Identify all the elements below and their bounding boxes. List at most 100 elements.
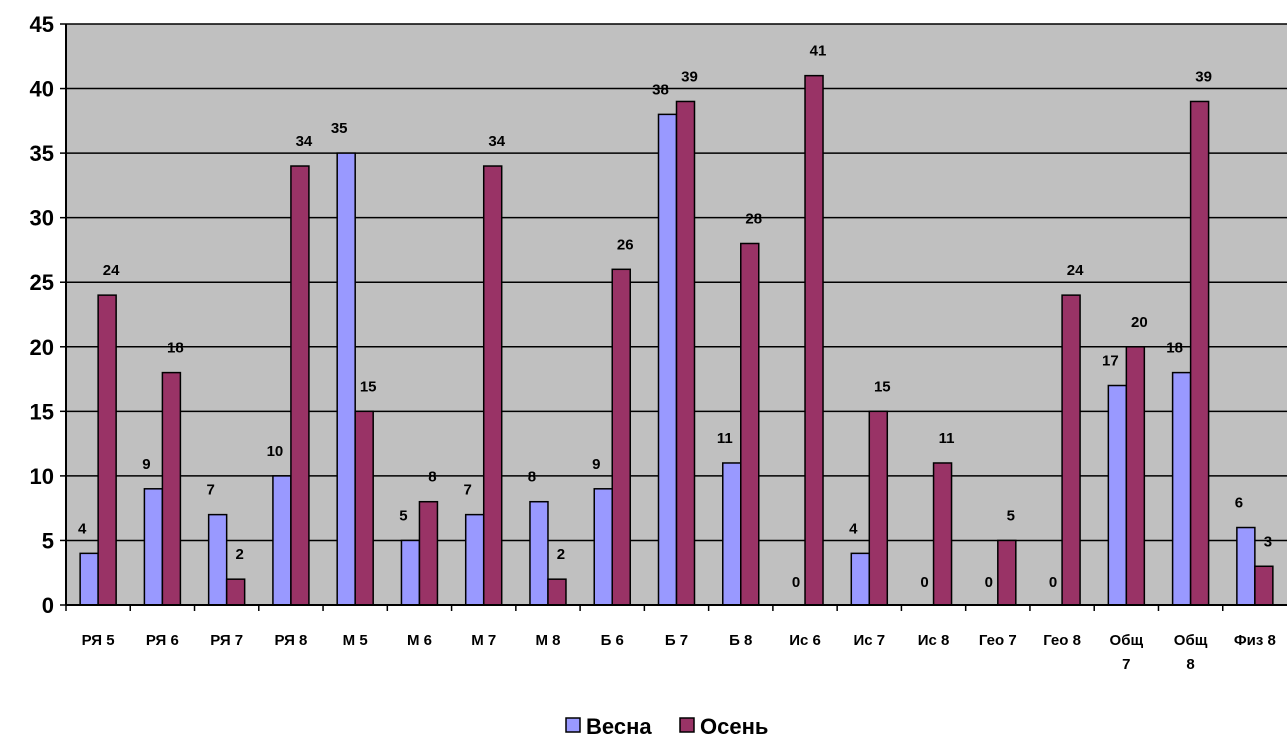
bar-autumn <box>1061 294 1081 606</box>
data-label: 7 <box>464 482 472 499</box>
data-label: 15 <box>360 378 377 395</box>
data-label: 5 <box>399 507 407 524</box>
x-tick-label: Ис 6 <box>789 632 821 649</box>
x-tick-label: 7 <box>1122 656 1130 673</box>
y-tick-label: 35 <box>30 141 54 166</box>
data-label: 26 <box>617 236 634 253</box>
legend-swatch-autumn <box>679 717 695 733</box>
data-label: 0 <box>1049 574 1057 591</box>
y-tick-label: 10 <box>30 464 54 489</box>
bar-spring <box>1236 526 1256 606</box>
x-tick-label: М 7 <box>471 632 496 649</box>
x-tick-label: Ис 7 <box>853 632 885 649</box>
bar-spring <box>1107 384 1128 606</box>
data-label: 0 <box>920 574 928 591</box>
data-label: 5 <box>1007 507 1015 524</box>
x-tick-label: РЯ 8 <box>274 632 307 649</box>
y-tick-label: 25 <box>30 270 54 295</box>
x-tick-label: Гео 7 <box>979 632 1017 649</box>
y-tick-label: 0 <box>42 593 54 618</box>
data-label: 8 <box>428 469 436 486</box>
bar-spring <box>400 539 421 606</box>
x-tick-label: 8 <box>1186 656 1194 673</box>
bar-autumn <box>997 539 1017 606</box>
bar-autumn <box>804 74 824 606</box>
x-tick-label: М 5 <box>343 632 368 649</box>
bar-autumn <box>161 371 182 606</box>
data-label: 4 <box>849 520 858 537</box>
data-label: 0 <box>985 574 993 591</box>
data-label: 2 <box>235 546 243 563</box>
data-label: 11 <box>717 430 733 447</box>
bar-spring <box>722 462 742 606</box>
bar-spring <box>143 488 164 606</box>
legend-label-autumn: Осень <box>700 714 768 739</box>
bar-spring <box>272 475 292 606</box>
data-label: 11 <box>939 430 955 447</box>
bar-spring <box>336 152 356 606</box>
legend-label-spring: Весна <box>586 714 652 739</box>
x-tick-label: Б 8 <box>729 632 752 649</box>
bar-autumn <box>1189 100 1210 606</box>
bar-spring <box>1171 371 1192 606</box>
data-label: 39 <box>1195 68 1212 85</box>
legend: Весна Осень <box>565 714 768 739</box>
bar-autumn <box>868 410 889 606</box>
x-tick-label: РЯ 6 <box>146 632 179 649</box>
bar-autumn <box>1125 346 1146 606</box>
data-label: 6 <box>1235 495 1243 512</box>
data-label: 38 <box>652 81 669 98</box>
bar-autumn <box>740 242 760 606</box>
data-label: 34 <box>488 133 505 150</box>
bar-autumn <box>1254 565 1274 606</box>
data-label: 35 <box>331 120 348 137</box>
data-label: 18 <box>1166 340 1183 357</box>
data-label: 7 <box>206 482 214 499</box>
bar-spring <box>207 513 228 606</box>
bar-autumn <box>97 294 117 606</box>
data-label: 41 <box>810 43 827 60</box>
y-axis-ticks: 0 5 10 15 20 25 30 35 40 45 <box>30 12 54 618</box>
bar-spring <box>593 488 613 606</box>
x-tick-label: Физ 8 <box>1234 632 1276 649</box>
x-tick-label: Б 6 <box>601 632 624 649</box>
bar-spring <box>464 513 485 606</box>
data-label: 9 <box>592 456 600 473</box>
y-tick-label: 40 <box>30 77 54 102</box>
data-label: 39 <box>681 68 698 85</box>
y-tick-label: 20 <box>30 335 54 360</box>
data-label: 15 <box>874 378 891 395</box>
bar-autumn <box>482 165 503 606</box>
x-tick-label: Общ <box>1174 632 1208 649</box>
x-tick-label: РЯ 7 <box>210 632 243 649</box>
bar-autumn <box>418 500 439 606</box>
y-tick-label: 5 <box>42 528 54 553</box>
legend-swatch-spring <box>565 717 581 733</box>
x-tick-label: М 8 <box>535 632 560 649</box>
x-tick-label: Ис 8 <box>918 632 950 649</box>
y-tick-label: 45 <box>30 12 54 37</box>
bar-spring <box>850 552 871 606</box>
bar-autumn <box>290 165 310 606</box>
bar-spring <box>79 552 99 606</box>
bar-spring <box>657 113 678 606</box>
x-tick-label: Гео 8 <box>1043 632 1081 649</box>
data-label: 9 <box>142 456 150 473</box>
data-label: 24 <box>103 262 120 279</box>
x-axis-ticks: РЯ 5 РЯ 6 РЯ 7 РЯ 8 М 5 М 6 М 7 М 8 Б 6 Б 7 Б 8 Ис … <box>82 632 1276 673</box>
data-labels: 4249187210343515587348292638391128041415… <box>78 43 1272 591</box>
x-tick-label: Общ <box>1110 632 1144 649</box>
bar-autumn <box>932 462 953 606</box>
data-label: 18 <box>167 340 184 357</box>
data-label: 17 <box>1102 353 1119 370</box>
data-label: 0 <box>792 574 800 591</box>
data-label: 28 <box>745 210 762 227</box>
y-tick-label: 30 <box>30 206 54 231</box>
bar-autumn <box>675 100 696 606</box>
x-tick-label: Б 7 <box>665 632 688 649</box>
data-label: 8 <box>528 469 536 486</box>
data-label: 10 <box>267 443 284 460</box>
data-label: 20 <box>1131 314 1148 331</box>
